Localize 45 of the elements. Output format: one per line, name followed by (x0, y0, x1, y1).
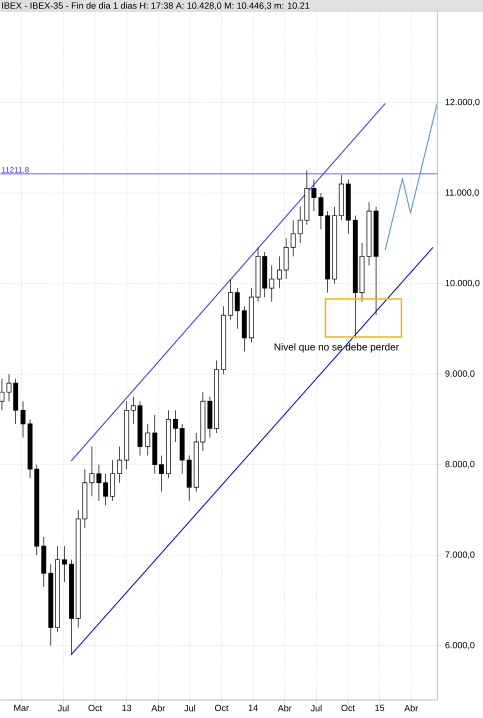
candlestick (82, 468, 88, 528)
x-tick-label: 15 (375, 704, 384, 712)
candlestick (366, 202, 372, 266)
y-tick-label: 6.000,0 (445, 642, 474, 650)
candlestick (20, 400, 26, 438)
candlestick (311, 179, 316, 212)
candlestick (62, 546, 67, 583)
x-tick-label: 14 (248, 704, 258, 711)
candlestick (200, 392, 206, 452)
x-tick-label: Oct (88, 704, 102, 712)
candlestick (48, 564, 54, 646)
x-tick-label: Jul (58, 704, 68, 712)
y-tick-label: 8.000,0 (445, 460, 474, 468)
candlestick (41, 536, 46, 588)
candlestick (166, 410, 171, 479)
candlestick (54, 546, 60, 632)
candlestick (290, 220, 296, 257)
candlestick (269, 265, 274, 302)
candlestick (298, 206, 303, 244)
y-tick-label: 7.000,0 (445, 551, 474, 559)
y-tick-label: 12.000,0 (446, 98, 480, 106)
x-tick-label: Mar (14, 704, 29, 712)
x-tick-label: Jul (310, 704, 322, 712)
candlestick (117, 446, 122, 484)
line-series (384, 102, 438, 251)
candlestick (374, 206, 378, 316)
candlestick (28, 419, 32, 479)
x-tick-label: Abr (278, 704, 292, 712)
y-tick-label: 9.000,0 (445, 370, 474, 378)
candlestick (145, 424, 150, 456)
x-tick-label: Oct (214, 704, 228, 712)
candlestick (152, 414, 158, 474)
x-tick-label: Jul (184, 704, 195, 712)
x-tick-label: Oct (341, 704, 355, 712)
y-tick-label: 10.000,0 (446, 280, 480, 288)
candlestick (89, 446, 94, 497)
x-tick-label: 13 (122, 704, 132, 712)
chart-title: IBEX - IBEX-35 - Fin de dia 1 dias H: 17:38 A: 10.428,0 M: 10.446,3 m: 10.21 (2, 2, 310, 10)
x-tick-label: Abr (404, 704, 418, 712)
candlestick (158, 455, 164, 492)
annotation: Nivel que no se debe perder (274, 343, 399, 352)
candlestick (124, 400, 130, 470)
x-tick-label: Abr (151, 704, 166, 712)
candlestick (0, 378, 4, 411)
y-tick-label: 11.000,0 (446, 189, 479, 197)
